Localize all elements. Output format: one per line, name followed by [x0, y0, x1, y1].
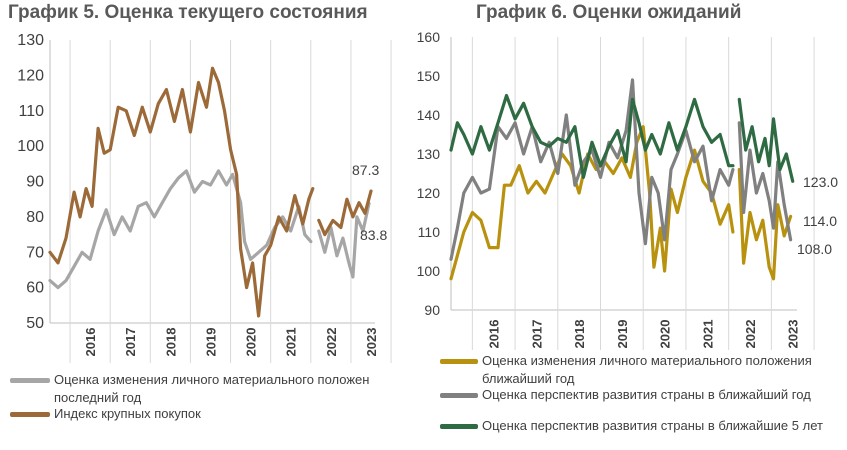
x-tick-label: 2017	[529, 320, 544, 349]
y-tick-label: 60	[26, 280, 44, 297]
series-line	[48, 66, 315, 318]
x-tick-label: 2017	[123, 328, 138, 357]
y-tick-label: 120	[417, 185, 441, 201]
x-tick-label: 2022	[743, 320, 758, 349]
legend-label: Оценка перспектив развития страны в ближ…	[482, 387, 811, 402]
y-tick-label: 100	[17, 138, 44, 155]
legend-label: Оценка перспектив развития страны в ближ…	[482, 418, 823, 433]
legend-label: Оценка изменения личного материального п…	[54, 372, 370, 387]
end-value-label: 87.3	[352, 162, 379, 178]
end-value-label: 108.0	[797, 241, 832, 257]
y-tick-label: 130	[17, 32, 44, 49]
legend-swatch	[440, 393, 478, 398]
x-tick-label: 2022	[324, 328, 339, 357]
y-tick-label: 80	[26, 209, 44, 226]
series-line	[317, 189, 373, 237]
y-tick-label: 140	[417, 107, 441, 123]
legend-label: Оценка изменения личного материального п…	[482, 353, 812, 368]
series-line	[317, 201, 371, 279]
y-tick-label: 100	[417, 263, 441, 279]
x-tick-label: 2021	[284, 328, 299, 357]
y-tick-label: 90	[26, 174, 44, 191]
y-tick-label: 70	[26, 244, 44, 261]
legend-label-line2: ближайший год	[482, 371, 575, 386]
y-tick-label: 50	[26, 315, 44, 332]
legend-label: Индекс крупных покупок	[54, 406, 201, 421]
x-tick-label: 2016	[83, 328, 98, 357]
x-tick-label: 2018	[572, 320, 587, 349]
legend-swatch	[440, 359, 478, 364]
y-tick-label: 160	[417, 29, 441, 45]
series-line	[737, 97, 795, 183]
x-tick-label: 2019	[203, 328, 218, 357]
x-tick-label: 2020	[244, 328, 259, 357]
end-value-label: 114.0	[803, 213, 837, 229]
chart5-title: График 5. Оценка текущего состояния	[8, 2, 368, 23]
y-tick-label: 90	[424, 302, 440, 318]
x-tick-label: 2019	[615, 320, 630, 349]
x-tick-label: 2020	[658, 320, 673, 349]
x-tick-label: 2023	[786, 320, 801, 349]
legend-label-line2: последний год	[54, 390, 142, 405]
y-tick-label: 130	[417, 146, 441, 162]
series-line	[449, 93, 735, 179]
legend-swatch	[10, 378, 50, 383]
chart6-title: График 6. Оценки ожиданий	[476, 2, 742, 23]
x-tick-label: 2018	[163, 328, 178, 357]
y-tick-label: 150	[417, 68, 441, 84]
x-tick-label: 2021	[700, 320, 715, 349]
series-line	[737, 121, 793, 242]
y-tick-label: 120	[17, 67, 44, 84]
end-value-label: 83.8	[360, 227, 387, 243]
y-tick-label: 110	[418, 224, 441, 240]
series-line	[737, 168, 793, 281]
series-line	[48, 169, 313, 290]
end-value-label: 123.0	[803, 174, 838, 190]
legend-swatch	[10, 412, 50, 417]
legend-swatch	[440, 424, 478, 429]
y-tick-label: 110	[18, 103, 44, 120]
x-tick-label: 2016	[487, 320, 502, 349]
x-tick-label: 2023	[364, 328, 379, 357]
